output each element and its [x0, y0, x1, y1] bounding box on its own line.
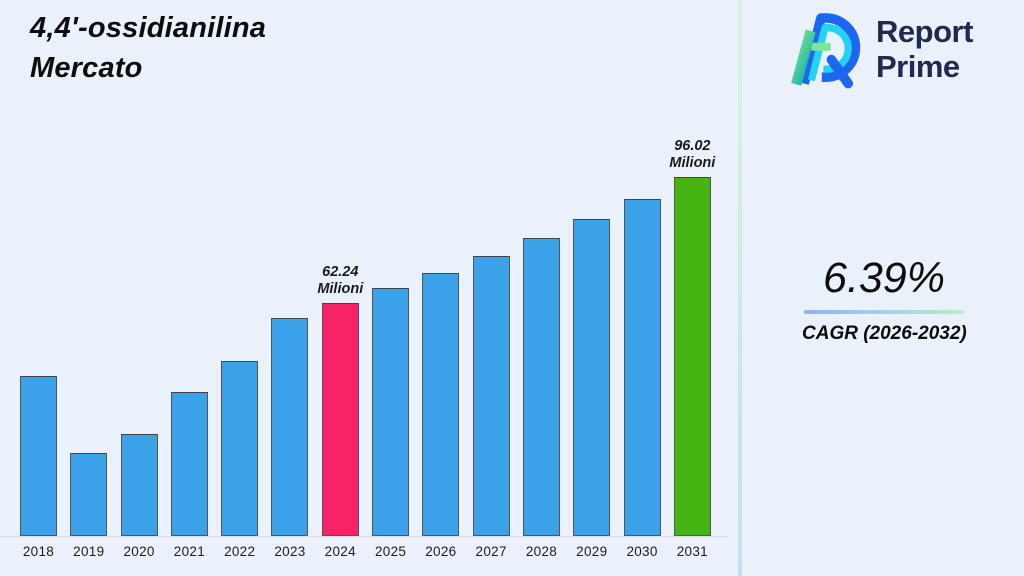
- vertical-divider: [738, 0, 742, 576]
- x-axis-tick-label: 2026: [425, 544, 457, 559]
- title-line-1: 4,4'-ossidianilina: [30, 12, 267, 44]
- x-axis-tick-label: 2020: [123, 544, 155, 559]
- x-axis-tick-label: 2019: [73, 544, 105, 559]
- bar-2024: [321, 303, 359, 536]
- bar-value-label: 62.24 Milioni: [317, 264, 363, 298]
- x-axis-tick-label: 2018: [22, 544, 55, 559]
- x-axis-tick-label: 2022: [224, 544, 256, 559]
- bar-2018: [20, 376, 57, 536]
- logo-text-line-1: Report: [876, 14, 973, 50]
- bar-2025: [372, 288, 410, 536]
- x-axis-tick-label: 2030: [626, 544, 658, 559]
- bar-value-number: 62.24: [322, 263, 359, 280]
- page-title: 4,4'-ossidianilina Mercato: [30, 8, 266, 88]
- bar-value-label: 96.02 Milioni: [669, 138, 715, 172]
- x-axis-tick-label: 2028: [525, 544, 558, 559]
- bar-slot-2028: 2028: [522, 76, 560, 559]
- bar-slot-2024: 62.24 Milioni 2024: [317, 76, 363, 559]
- bar-2021: [170, 392, 208, 536]
- bar-slot-2022: 2022: [221, 76, 259, 559]
- x-axis-tick-label: 2024: [324, 544, 356, 559]
- bar-slot-2025: 2025: [372, 76, 410, 559]
- report-prime-logo-text: Report Prime: [876, 15, 973, 84]
- bar-2019: [70, 453, 108, 536]
- bar-slot-2023: 2023: [271, 76, 309, 559]
- x-axis-tick-label: 2029: [576, 544, 608, 559]
- cagr-label: CAGR (2026-2032): [802, 323, 967, 344]
- bar-slot-2031: 96.02 Milioni 2031: [669, 76, 715, 559]
- bar-slot-2019: 2019: [70, 76, 108, 559]
- bar-2029: [573, 219, 611, 536]
- cagr-panel: 6.39% CAGR (2026-2032): [802, 254, 967, 345]
- x-axis-tick-label: 2023: [274, 544, 306, 559]
- x-axis-tick-label: 2031: [676, 544, 708, 559]
- bar-2031: [673, 177, 711, 536]
- bar-slot-2027: 2027: [472, 76, 510, 559]
- x-axis-tick-label: 2025: [374, 544, 407, 559]
- bar-chart: 2018 2019 2020 2021 2022: [20, 76, 715, 559]
- x-axis-tick-label: 2027: [475, 544, 507, 559]
- bar-2026: [422, 273, 460, 536]
- report-prime-logo-icon: [791, 13, 861, 89]
- x-axis-line: [0, 536, 728, 537]
- bar-slot-2020: 2020: [120, 76, 158, 559]
- x-axis-tick-label: 2021: [173, 544, 205, 559]
- bar-2028: [522, 238, 560, 536]
- bar-slot-2018: 2018: [20, 76, 57, 559]
- bar-slot-2026: 2026: [422, 76, 460, 559]
- cagr-value: 6.39%: [823, 254, 945, 302]
- bar-slot-2021: 2021: [170, 76, 208, 559]
- cagr-underline: [804, 310, 964, 314]
- bar-slot-2029: 2029: [573, 76, 611, 559]
- bar-value-unit: Milioni: [669, 154, 716, 171]
- bar-value-number: 96.02: [674, 137, 711, 154]
- bar-2022: [221, 361, 259, 536]
- bar-2023: [271, 318, 309, 536]
- bar-slot-2030: 2030: [623, 76, 661, 559]
- bar-2020: [120, 434, 158, 536]
- logo-text-line-2: Prime: [876, 49, 960, 84]
- bar-2027: [472, 256, 510, 536]
- report-prime-logo: Report Prime: [784, 10, 973, 90]
- bar-value-unit: Milioni: [317, 280, 364, 297]
- bar-2030: [623, 199, 661, 536]
- title-line-2: Mercato: [30, 52, 143, 85]
